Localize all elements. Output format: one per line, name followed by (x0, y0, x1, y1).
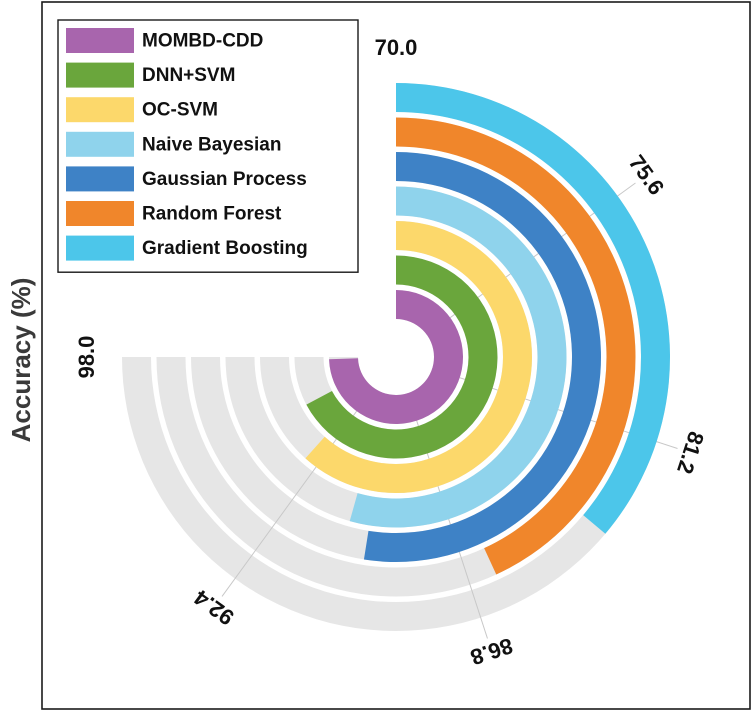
tick-label: 81.2 (672, 428, 709, 476)
chart-frame (41, 1, 751, 710)
y-axis-label: Accuracy (%) (6, 278, 36, 443)
legend-label: DNN+SVM (142, 65, 235, 86)
legend-swatch (66, 131, 134, 157)
legend-label: Gradient Boosting (142, 238, 308, 259)
series-bars (305, 83, 670, 575)
ring-bar (349, 186, 567, 528)
legend-swatch (66, 28, 134, 53)
legend-swatch (66, 235, 134, 261)
tick-label: 98.0 (74, 336, 99, 379)
ring-bar (305, 221, 532, 493)
legend-label: Naive Bayesian (142, 134, 281, 155)
ring-bar (306, 255, 498, 459)
tick-label: 70.0 (375, 35, 418, 60)
legend: MOMBD-CDD DNN+SVM OC-SVM Naive Bayesian Gaus… (57, 19, 359, 273)
ring-bar (363, 152, 601, 562)
legend-label: OC-SVM (142, 100, 218, 121)
ring-bar (396, 83, 670, 534)
ring-bar (329, 290, 463, 425)
tick-label: 75.6 (624, 150, 669, 199)
legend-swatch (66, 201, 134, 226)
legend-swatch (66, 166, 134, 192)
tick-label: 86.8 (467, 633, 515, 670)
ring-bar (396, 117, 636, 575)
legend-swatch (66, 62, 134, 88)
legend-label: MOMBD-CDD (142, 31, 263, 52)
legend-label: Random Forest (142, 204, 282, 225)
legend-label: Gaussian Process (142, 169, 307, 190)
tick-label: 92.4 (189, 584, 239, 630)
legend-swatch (66, 97, 134, 123)
